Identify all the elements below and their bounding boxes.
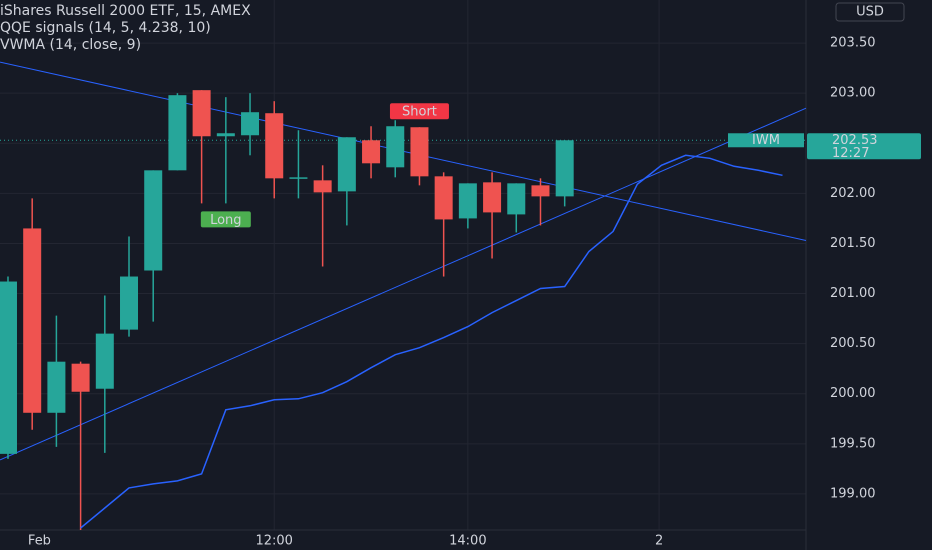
candle-body bbox=[410, 127, 429, 177]
candle-body bbox=[531, 185, 550, 197]
x-tick-label: 2 bbox=[655, 534, 663, 549]
candle-body bbox=[216, 133, 235, 137]
y-tick-label: 203.00 bbox=[830, 86, 876, 101]
y-tick-label: 200.50 bbox=[830, 336, 876, 351]
y-tick-label: 202.00 bbox=[830, 186, 876, 201]
candle-body bbox=[120, 276, 139, 330]
candle-body bbox=[434, 176, 453, 220]
currency-label: USD bbox=[856, 5, 884, 20]
x-tick-label: 14:00 bbox=[449, 534, 486, 549]
symbol-label: IWM bbox=[752, 133, 780, 148]
y-tick-label: 201.50 bbox=[830, 236, 876, 251]
candle-body bbox=[386, 126, 405, 168]
symbol-box bbox=[728, 133, 804, 148]
candle-body bbox=[23, 228, 42, 413]
candle-body bbox=[241, 112, 260, 136]
candle-body bbox=[265, 113, 284, 179]
currency-box bbox=[835, 2, 905, 22]
candle-body bbox=[0, 281, 17, 454]
candle-body bbox=[168, 95, 187, 171]
price-box bbox=[807, 133, 921, 160]
price-label: 202.53 bbox=[832, 133, 878, 148]
y-tick-label: 200.00 bbox=[830, 386, 876, 401]
candle-body bbox=[458, 183, 477, 219]
candle-body bbox=[337, 137, 356, 192]
signal-label: Long bbox=[210, 213, 241, 228]
candle-body bbox=[507, 183, 526, 215]
candle-body bbox=[289, 177, 308, 179]
candle-body bbox=[95, 333, 114, 389]
indicator-label: QQE signals (14, 5, 4.238, 10) bbox=[0, 20, 211, 36]
signal-box bbox=[200, 211, 251, 228]
x-tick-label: Feb bbox=[28, 534, 51, 549]
signal-box bbox=[389, 103, 449, 120]
vwma-line bbox=[80, 154, 783, 529]
trend-line bbox=[0, 107, 807, 461]
candle-body bbox=[313, 180, 332, 193]
candle-body bbox=[483, 182, 502, 213]
y-tick-label: 199.00 bbox=[830, 486, 876, 501]
signal-label: Short bbox=[402, 105, 437, 120]
candle-body bbox=[362, 140, 381, 164]
candle-body bbox=[144, 170, 163, 271]
chart-title: iShares Russell 2000 ETF, 15, AMEX bbox=[0, 3, 251, 19]
y-tick-label: 199.50 bbox=[830, 436, 876, 451]
y-tick-label: 201.00 bbox=[830, 286, 876, 301]
candle-body bbox=[71, 363, 90, 392]
indicator-label: VWMA (14, close, 9) bbox=[0, 37, 141, 53]
candle-body bbox=[47, 361, 66, 413]
candle-body bbox=[555, 140, 574, 197]
x-tick-label: 12:00 bbox=[255, 534, 292, 549]
countdown-label: 12:27 bbox=[832, 146, 869, 161]
candle-body bbox=[192, 90, 211, 137]
y-tick-label: 203.50 bbox=[830, 36, 876, 51]
